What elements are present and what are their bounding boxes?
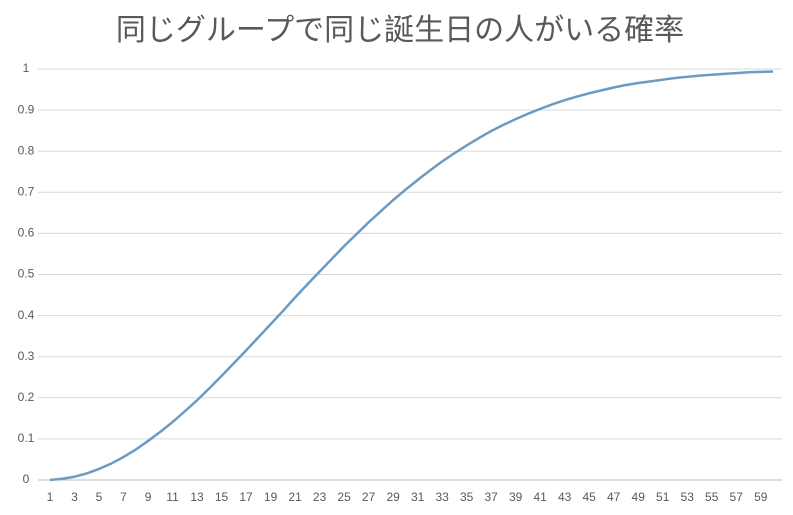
x-tick-label: 13 <box>190 490 204 504</box>
y-tick-label: 0 <box>23 472 30 486</box>
x-tick-label: 31 <box>411 490 425 504</box>
x-tick-label: 45 <box>583 490 597 504</box>
x-tick-label: 7 <box>120 490 127 504</box>
chart-title: 同じグループで同じ誕生日の人がいる確率 <box>116 14 684 47</box>
x-tick-label: 23 <box>313 490 327 504</box>
y-tick-label: 0.5 <box>18 267 35 281</box>
x-tick-label: 59 <box>754 490 768 504</box>
x-tick-label: 27 <box>362 490 376 504</box>
x-tick-label: 25 <box>337 490 351 504</box>
y-tick-label: 0.6 <box>18 226 35 240</box>
x-tick-label: 49 <box>632 490 646 504</box>
x-tick-label: 1 <box>47 490 54 504</box>
x-tick-label: 21 <box>288 490 302 504</box>
y-tick-label: 0.4 <box>18 308 35 322</box>
x-tick-label: 39 <box>509 490 523 504</box>
y-tick-label: 0.7 <box>18 184 35 198</box>
y-tick-label: 0.3 <box>18 349 35 363</box>
x-tick-label: 15 <box>215 490 229 504</box>
y-tick-label: 1 <box>23 61 30 75</box>
x-tick-label: 3 <box>71 490 78 504</box>
x-tick-label: 43 <box>558 490 572 504</box>
x-tick-label: 57 <box>730 490 744 504</box>
y-tick-label: 0.1 <box>18 431 35 445</box>
x-tick-label: 53 <box>681 490 695 504</box>
x-tick-label: 37 <box>484 490 498 504</box>
y-tick-label: 0.9 <box>18 102 35 116</box>
data-line <box>49 70 774 482</box>
y-tick-label: 0.2 <box>18 390 35 404</box>
x-tick-label: 29 <box>386 490 400 504</box>
x-tick-label: 5 <box>96 490 103 504</box>
x-tick-label: 55 <box>705 490 719 504</box>
x-tick-label: 47 <box>607 490 621 504</box>
x-tick-label: 41 <box>533 490 547 504</box>
x-tick-label: 17 <box>239 490 253 504</box>
x-tick-label: 33 <box>435 490 449 504</box>
x-tick-label: 51 <box>656 490 670 504</box>
x-tick-label: 9 <box>145 490 152 504</box>
x-tick-label: 35 <box>460 490 474 504</box>
y-tick-label: 0.8 <box>18 143 35 157</box>
x-tick-label: 19 <box>264 490 278 504</box>
x-tick-label: 11 <box>166 490 179 504</box>
